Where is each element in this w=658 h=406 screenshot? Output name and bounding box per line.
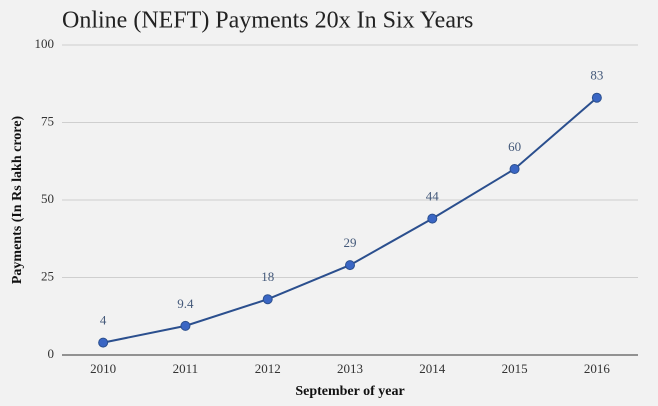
point [591,92,602,103]
point [427,213,438,224]
x-tick-label: 2010 [90,361,116,376]
x-axis-label: September of year [295,384,404,399]
y-tick-label: 0 [48,346,55,361]
x-tick-label: 2011 [173,361,199,376]
point [180,320,191,331]
point [262,294,273,305]
point [345,260,355,271]
y-tick-label: 50 [41,191,54,206]
value-label: 18 [261,269,274,284]
point [98,337,109,348]
x-tick-label: 2015 [502,361,528,376]
x-tick-label: 2014 [419,361,446,376]
y-tick-label: 100 [35,36,55,51]
x-tick-label: 2013 [337,361,363,376]
value-label: 44 [426,189,440,204]
x-tick-label: 2012 [255,361,281,376]
y-tick-label: 75 [41,113,54,128]
point [509,164,520,174]
value-label: 4 [100,313,107,328]
y-tick-label: 25 [41,268,54,283]
value-label: 29 [344,235,357,250]
value-label: 83 [590,68,603,83]
value-label: 60 [508,139,521,154]
y-axis-label: Payments (In Rs lakh crore) [10,116,25,285]
chart-title: Online (NEFT) Payments 20x In Six Years [62,8,473,34]
x-tick-label: 2016 [584,361,611,376]
value-label: 9.4 [177,296,194,311]
